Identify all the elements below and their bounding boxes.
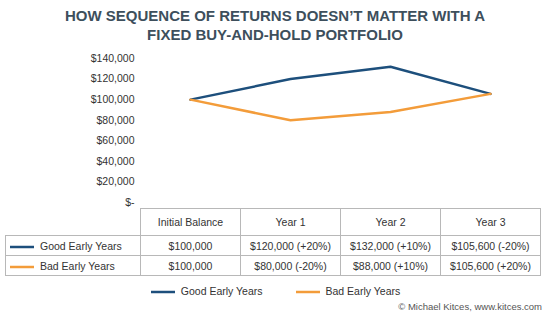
html-text:Good Early Years: Good Early Years xyxy=(40,239,122,252)
html-text:Good Early Years: Good Early Years xyxy=(180,285,263,297)
svg-text:$120,000: $120,000 xyxy=(91,72,135,84)
html-text:Year 1: Year 1 xyxy=(275,216,306,228)
html-text:$100,000: $100,000 xyxy=(168,259,213,272)
html-text:© Michael Kitces, www.kitces.c: © Michael Kitces, www.kitces.com xyxy=(398,301,542,312)
html-text:$105,600 (-20%): $105,600 (-20%) xyxy=(451,239,530,252)
html-text:$80,000 (-20%): $80,000 (-20%) xyxy=(254,259,327,272)
html-text:$105,600 (+20%): $105,600 (+20%) xyxy=(450,259,531,272)
html-text:Bad Early Years: Bad Early Years xyxy=(40,259,115,272)
html-text:$88,000 (+10%): $88,000 (+10%) xyxy=(353,259,428,272)
svg-text:$80,000: $80,000 xyxy=(97,114,135,126)
svg-text:$140,000: $140,000 xyxy=(91,52,135,64)
svg-text:$100,000: $100,000 xyxy=(91,93,135,105)
svg-text:$-: $- xyxy=(125,196,135,208)
svg-text:$20,000: $20,000 xyxy=(97,175,135,187)
html-text:$132,000 (+10%): $132,000 (+10%) xyxy=(350,239,431,252)
html-text:$120,000 (+20%): $120,000 (+20%) xyxy=(250,239,331,252)
svg-text:$60,000: $60,000 xyxy=(97,134,135,146)
html-text:$100,000: $100,000 xyxy=(168,239,213,252)
html-text:Initial Balance: Initial Balance xyxy=(157,216,224,228)
html-text:Year 3: Year 3 xyxy=(475,216,506,228)
html-text:Bad Early Years: Bad Early Years xyxy=(325,285,401,297)
svg-text:$40,000: $40,000 xyxy=(97,155,135,167)
html-text:Year 2: Year 2 xyxy=(375,216,406,228)
html-text:HOW SEQUENCE OF RETURNS DOESN’: HOW SEQUENCE OF RETURNS DOESN’T MATTER W… xyxy=(65,7,485,43)
